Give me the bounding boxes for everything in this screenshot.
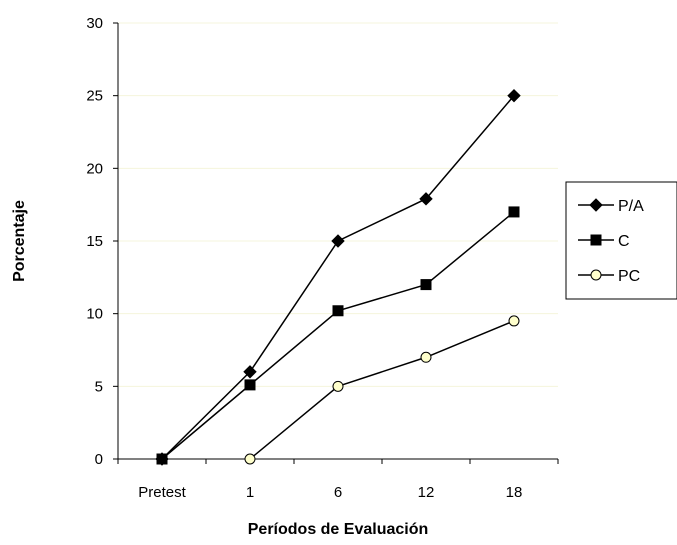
data-point-pc xyxy=(420,351,432,363)
data-point-p-a xyxy=(331,234,345,248)
data-point-p-a xyxy=(419,192,433,206)
y-tick-label: 30 xyxy=(86,15,103,32)
x-tick-label: 12 xyxy=(418,484,435,501)
data-point-c xyxy=(420,279,432,291)
data-point-p-a xyxy=(243,365,257,379)
series-p-a xyxy=(155,88,521,466)
x-tick-label: 1 xyxy=(246,484,254,501)
legend-label: PC xyxy=(618,268,640,285)
y-ticks: 0 5 10 15 20 25 30 xyxy=(86,15,118,468)
series-c xyxy=(156,206,520,465)
x-axis-title: Períodos de Evaluación xyxy=(248,521,429,538)
y-tick-label: 20 xyxy=(86,160,103,177)
series-pc xyxy=(244,315,520,465)
y-tick-label: 0 xyxy=(95,451,103,468)
legend-label: C xyxy=(618,233,630,250)
data-point-pc xyxy=(508,315,520,327)
series-line-c xyxy=(161,211,515,460)
legend-item-p-a: P/A xyxy=(578,198,644,215)
data-point-c xyxy=(332,305,344,317)
y-tick-label: 25 xyxy=(86,88,103,105)
data-point-p-a xyxy=(507,88,521,103)
data-point-c xyxy=(244,379,256,391)
legend: P/A C PC xyxy=(565,181,677,300)
legend-marker-c xyxy=(590,234,602,246)
gridlines xyxy=(118,22,558,387)
data-point-c xyxy=(508,206,520,218)
x-tick-label: Pretest xyxy=(138,484,186,501)
data-point-pc xyxy=(332,380,344,392)
legend-box xyxy=(565,181,677,300)
x-ticks: Pretest 1 6 12 18 xyxy=(117,459,559,501)
series-line-p-a xyxy=(161,95,515,460)
data-point-pc xyxy=(244,453,256,465)
y-tick-label: 5 xyxy=(95,378,103,395)
legend-marker-p-a xyxy=(589,198,603,212)
data-point-c xyxy=(156,453,168,465)
series-group xyxy=(155,88,521,466)
y-tick-label: 10 xyxy=(86,306,103,323)
series-line-pc xyxy=(249,320,515,460)
y-tick-label: 15 xyxy=(86,233,103,250)
legend-label: P/A xyxy=(618,198,644,215)
y-axis-title: Porcentaje xyxy=(11,200,28,282)
x-tick-label: 18 xyxy=(506,484,523,501)
x-tick-label: 6 xyxy=(334,484,342,501)
legend-marker-pc xyxy=(590,269,602,281)
legend-item-pc: PC xyxy=(578,268,640,285)
legend-item-c: C xyxy=(578,233,630,250)
